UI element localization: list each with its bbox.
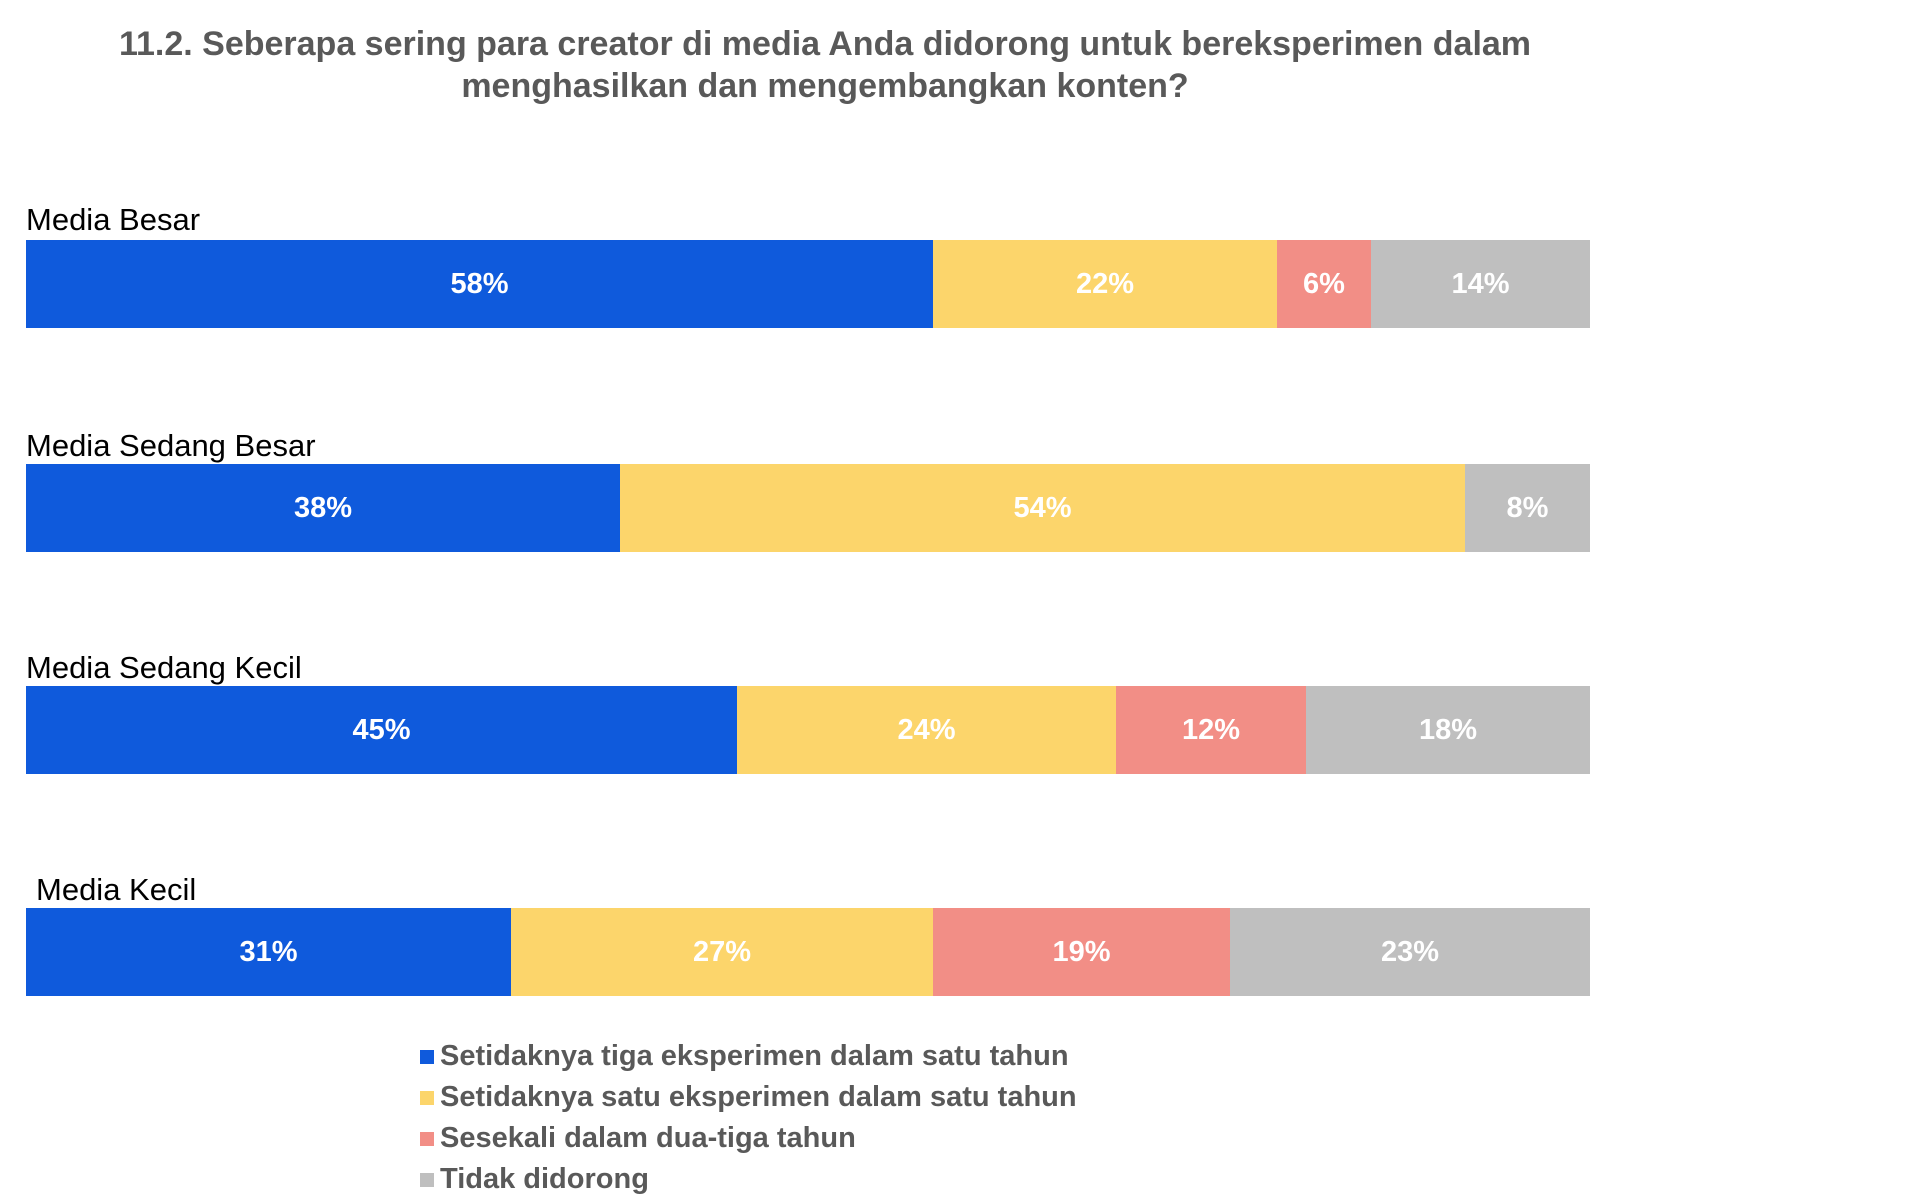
stacked-bar: 31% 27% 19% 23% — [26, 908, 1590, 996]
chart-title-line-1: 11.2. Seberapa sering para creator di me… — [118, 25, 1532, 63]
bar-segment: 27% — [511, 908, 933, 996]
legend-swatch — [420, 1090, 434, 1105]
stacked-bar: 45% 24% 12% 18% — [26, 686, 1590, 774]
data-label: 8% — [1506, 491, 1549, 524]
stacked-bar: 38% 54% 8% — [26, 464, 1590, 552]
legend-label: Tidak didorong — [440, 1163, 649, 1195]
data-label: 14% — [1451, 267, 1510, 300]
data-label: 45% — [352, 713, 411, 746]
category-label: Media Sedang Besar — [26, 428, 316, 463]
legend: Setidaknya tiga eksperimen dalam satu ta… — [420, 1036, 1077, 1200]
legend-swatch — [420, 1049, 434, 1064]
legend-swatch — [420, 1131, 434, 1146]
legend-item: Sesekali dalam dua-tiga tahun — [420, 1118, 1077, 1159]
bar-segment: 58% — [26, 240, 933, 328]
bar-segment: 23% — [1230, 908, 1590, 996]
bar-segment: 45% — [26, 686, 737, 774]
legend-label: Sesekali dalam dua-tiga tahun — [440, 1122, 856, 1154]
legend-item: Tidak didorong — [420, 1159, 1077, 1200]
data-label: 58% — [450, 267, 509, 300]
data-label: 31% — [239, 935, 298, 968]
legend-item: Setidaknya satu eksperimen dalam satu ta… — [420, 1077, 1077, 1118]
chart-title-line-2: menghasilkan dan mengembangkan konten? — [461, 67, 1189, 105]
data-label: 54% — [1013, 491, 1072, 524]
data-label: 22% — [1075, 267, 1135, 300]
data-label: 38% — [293, 491, 353, 524]
bar-segment: 24% — [737, 686, 1116, 774]
legend-label: Setidaknya satu eksperimen dalam satu ta… — [440, 1081, 1077, 1113]
bar-segment: 8% — [1465, 464, 1590, 552]
legend-label: Setidaknya tiga eksperimen dalam satu ta… — [440, 1040, 1069, 1072]
category-label: Media Sedang Kecil — [26, 650, 302, 685]
legend-item: Setidaknya tiga eksperimen dalam satu ta… — [420, 1036, 1077, 1077]
data-label: 18% — [1418, 713, 1478, 746]
data-label: 27% — [692, 935, 752, 968]
bar-segment: 14% — [1371, 240, 1590, 328]
legend-swatch — [420, 1172, 434, 1187]
bar-segment: 38% — [26, 464, 620, 552]
bar-segment: 18% — [1306, 686, 1590, 774]
stacked-bar: 58% 22% 6% 14% — [26, 240, 1590, 328]
data-label: 24% — [897, 713, 956, 746]
data-label: 19% — [1052, 935, 1111, 968]
bar-segment: 54% — [620, 464, 1465, 552]
bar-segment: 19% — [933, 908, 1230, 996]
bar-segment: 6% — [1277, 240, 1371, 328]
data-label: 6% — [1303, 267, 1345, 300]
category-label: Media Besar — [26, 202, 201, 237]
data-label: 12% — [1181, 713, 1241, 746]
bar-segment: 22% — [933, 240, 1277, 328]
category-label: Media Kecil — [36, 872, 197, 907]
bar-segment: 31% — [26, 908, 511, 996]
data-label: 23% — [1380, 935, 1440, 968]
bar-segment: 12% — [1116, 686, 1306, 774]
